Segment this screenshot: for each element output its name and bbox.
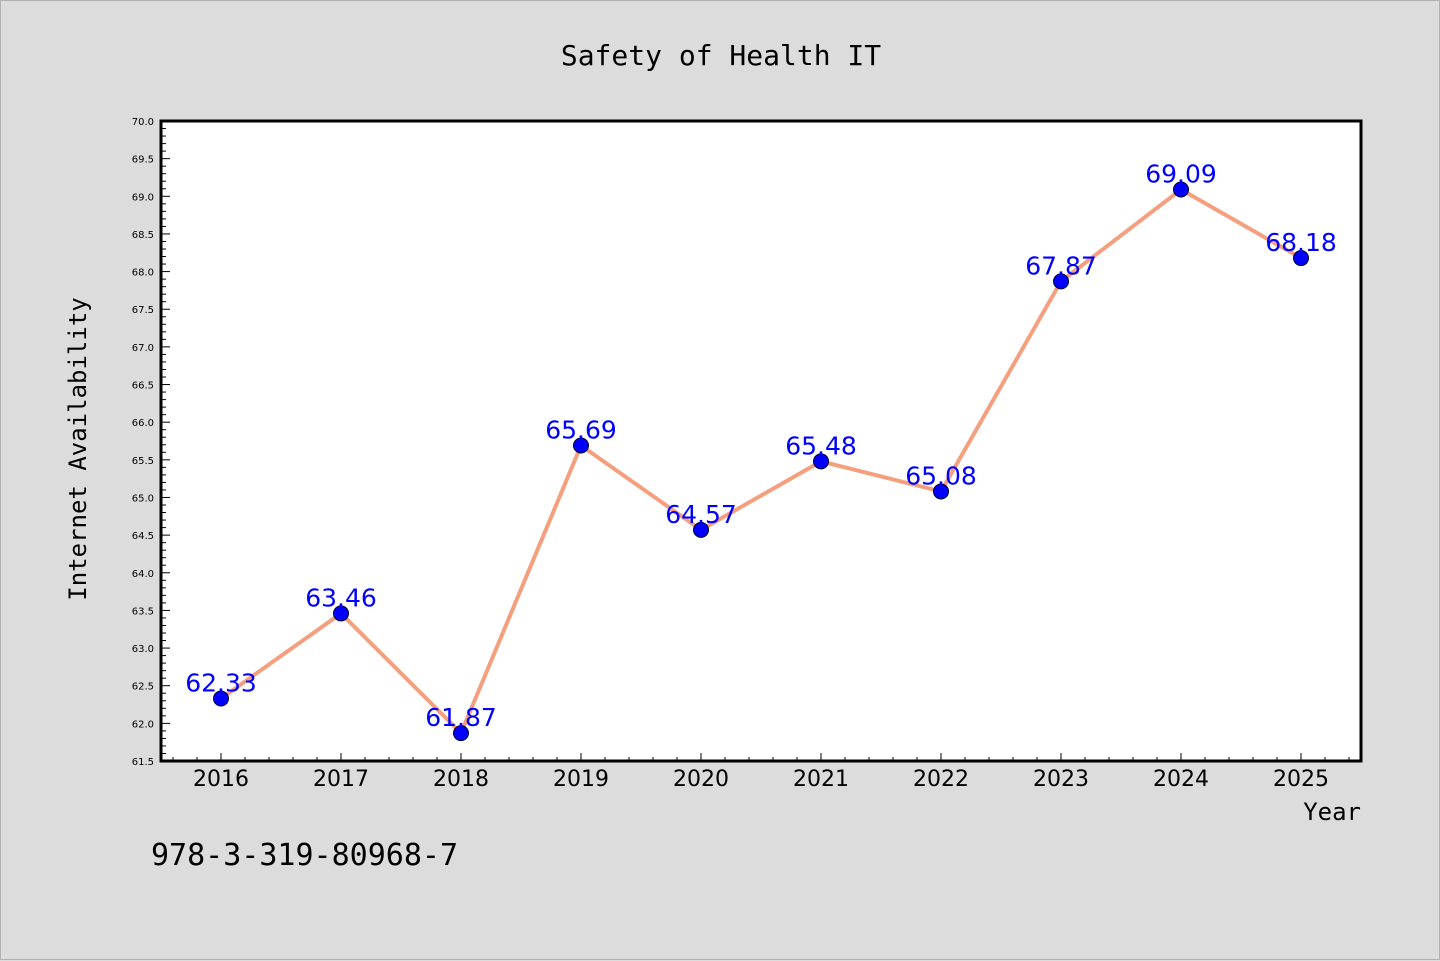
isbn-annotation: 978-3-319-80968-7 — [151, 838, 458, 873]
data-point-2022 — [933, 483, 949, 500]
data-point-2017 — [333, 605, 349, 622]
y-tick-label: 63.5 — [132, 606, 154, 617]
data-labels: 62.33 63.46 61.87 65.69 64.57 65.48 65.08 67.87… — [185, 160, 1337, 733]
data-point-2023 — [1053, 273, 1069, 290]
y-tick-label: 66.0 — [132, 418, 154, 429]
data-point-2024 — [1173, 181, 1189, 198]
y-axis-ticks: 61.5 62.0 62.5 63.0 63.5 64.0 64.5 65.0 65.5 66.0… — [132, 117, 170, 768]
data-label-2016: 62.33 — [185, 669, 257, 698]
data-label-2021: 65.48 — [785, 431, 857, 460]
y-tick-label: 68.0 — [132, 268, 154, 279]
x-tick-label: 2018 — [433, 767, 489, 792]
data-point-2020 — [693, 521, 709, 538]
y-tick-label: 61.5 — [132, 757, 154, 768]
y-tick-label: 67.0 — [132, 343, 154, 354]
data-point-2016 — [213, 690, 229, 707]
data-label-2018: 61.87 — [425, 703, 497, 732]
y-tick-label: 65.0 — [132, 493, 154, 504]
data-label-2020: 64.57 — [665, 500, 737, 529]
y-tick-label: 68.5 — [132, 230, 154, 241]
x-tick-label: 2025 — [1273, 767, 1329, 792]
data-label-2025: 68.18 — [1265, 228, 1337, 257]
y-tick-label: 64.5 — [132, 531, 154, 542]
y-tick-label: 70.0 — [132, 117, 154, 128]
y-tick-label: 66.5 — [132, 381, 154, 392]
series-line — [219, 187, 1302, 736]
x-tick-label: 2016 — [193, 767, 249, 792]
x-tick-label: 2017 — [313, 767, 369, 792]
y-tick-label: 62.5 — [132, 682, 154, 693]
y-tick-label: 69.0 — [132, 192, 154, 203]
chart-title: Safety of Health IT — [561, 39, 881, 72]
data-point-2018 — [453, 725, 469, 742]
x-tick-label: 2022 — [913, 767, 969, 792]
plot-area — [159, 119, 1363, 763]
data-point-2019 — [573, 437, 589, 454]
data-point-2021 — [813, 453, 829, 470]
data-label-2017: 63.46 — [305, 583, 377, 612]
x-tick-label: 2024 — [1153, 767, 1209, 792]
data-label-2022: 65.08 — [905, 461, 977, 490]
y-tick-label: 62.0 — [132, 719, 154, 730]
x-tick-label: 2019 — [553, 767, 609, 792]
x-axis-title: Year — [1303, 798, 1361, 826]
data-label-2024: 69.09 — [1145, 160, 1217, 189]
data-point-2025 — [1293, 250, 1309, 267]
data-markers — [213, 181, 1309, 742]
x-tick-label: 2020 — [673, 767, 729, 792]
y-axis-title: Internet Availability — [64, 297, 92, 600]
x-axis-ticks: 2016 2017 2018 2019 2020 2021 2022 2023 2024 2025 — [172, 753, 1350, 792]
data-label-2023: 67.87 — [1025, 251, 1097, 280]
y-tick-label: 65.5 — [132, 456, 154, 467]
data-label-2019: 65.69 — [545, 416, 617, 445]
x-tick-label: 2021 — [793, 767, 849, 792]
y-tick-label: 67.5 — [132, 305, 154, 316]
y-tick-label: 69.5 — [132, 155, 154, 166]
y-tick-label: 63.0 — [132, 644, 154, 655]
y-tick-label: 64.0 — [132, 569, 154, 580]
x-tick-label: 2023 — [1033, 767, 1089, 792]
